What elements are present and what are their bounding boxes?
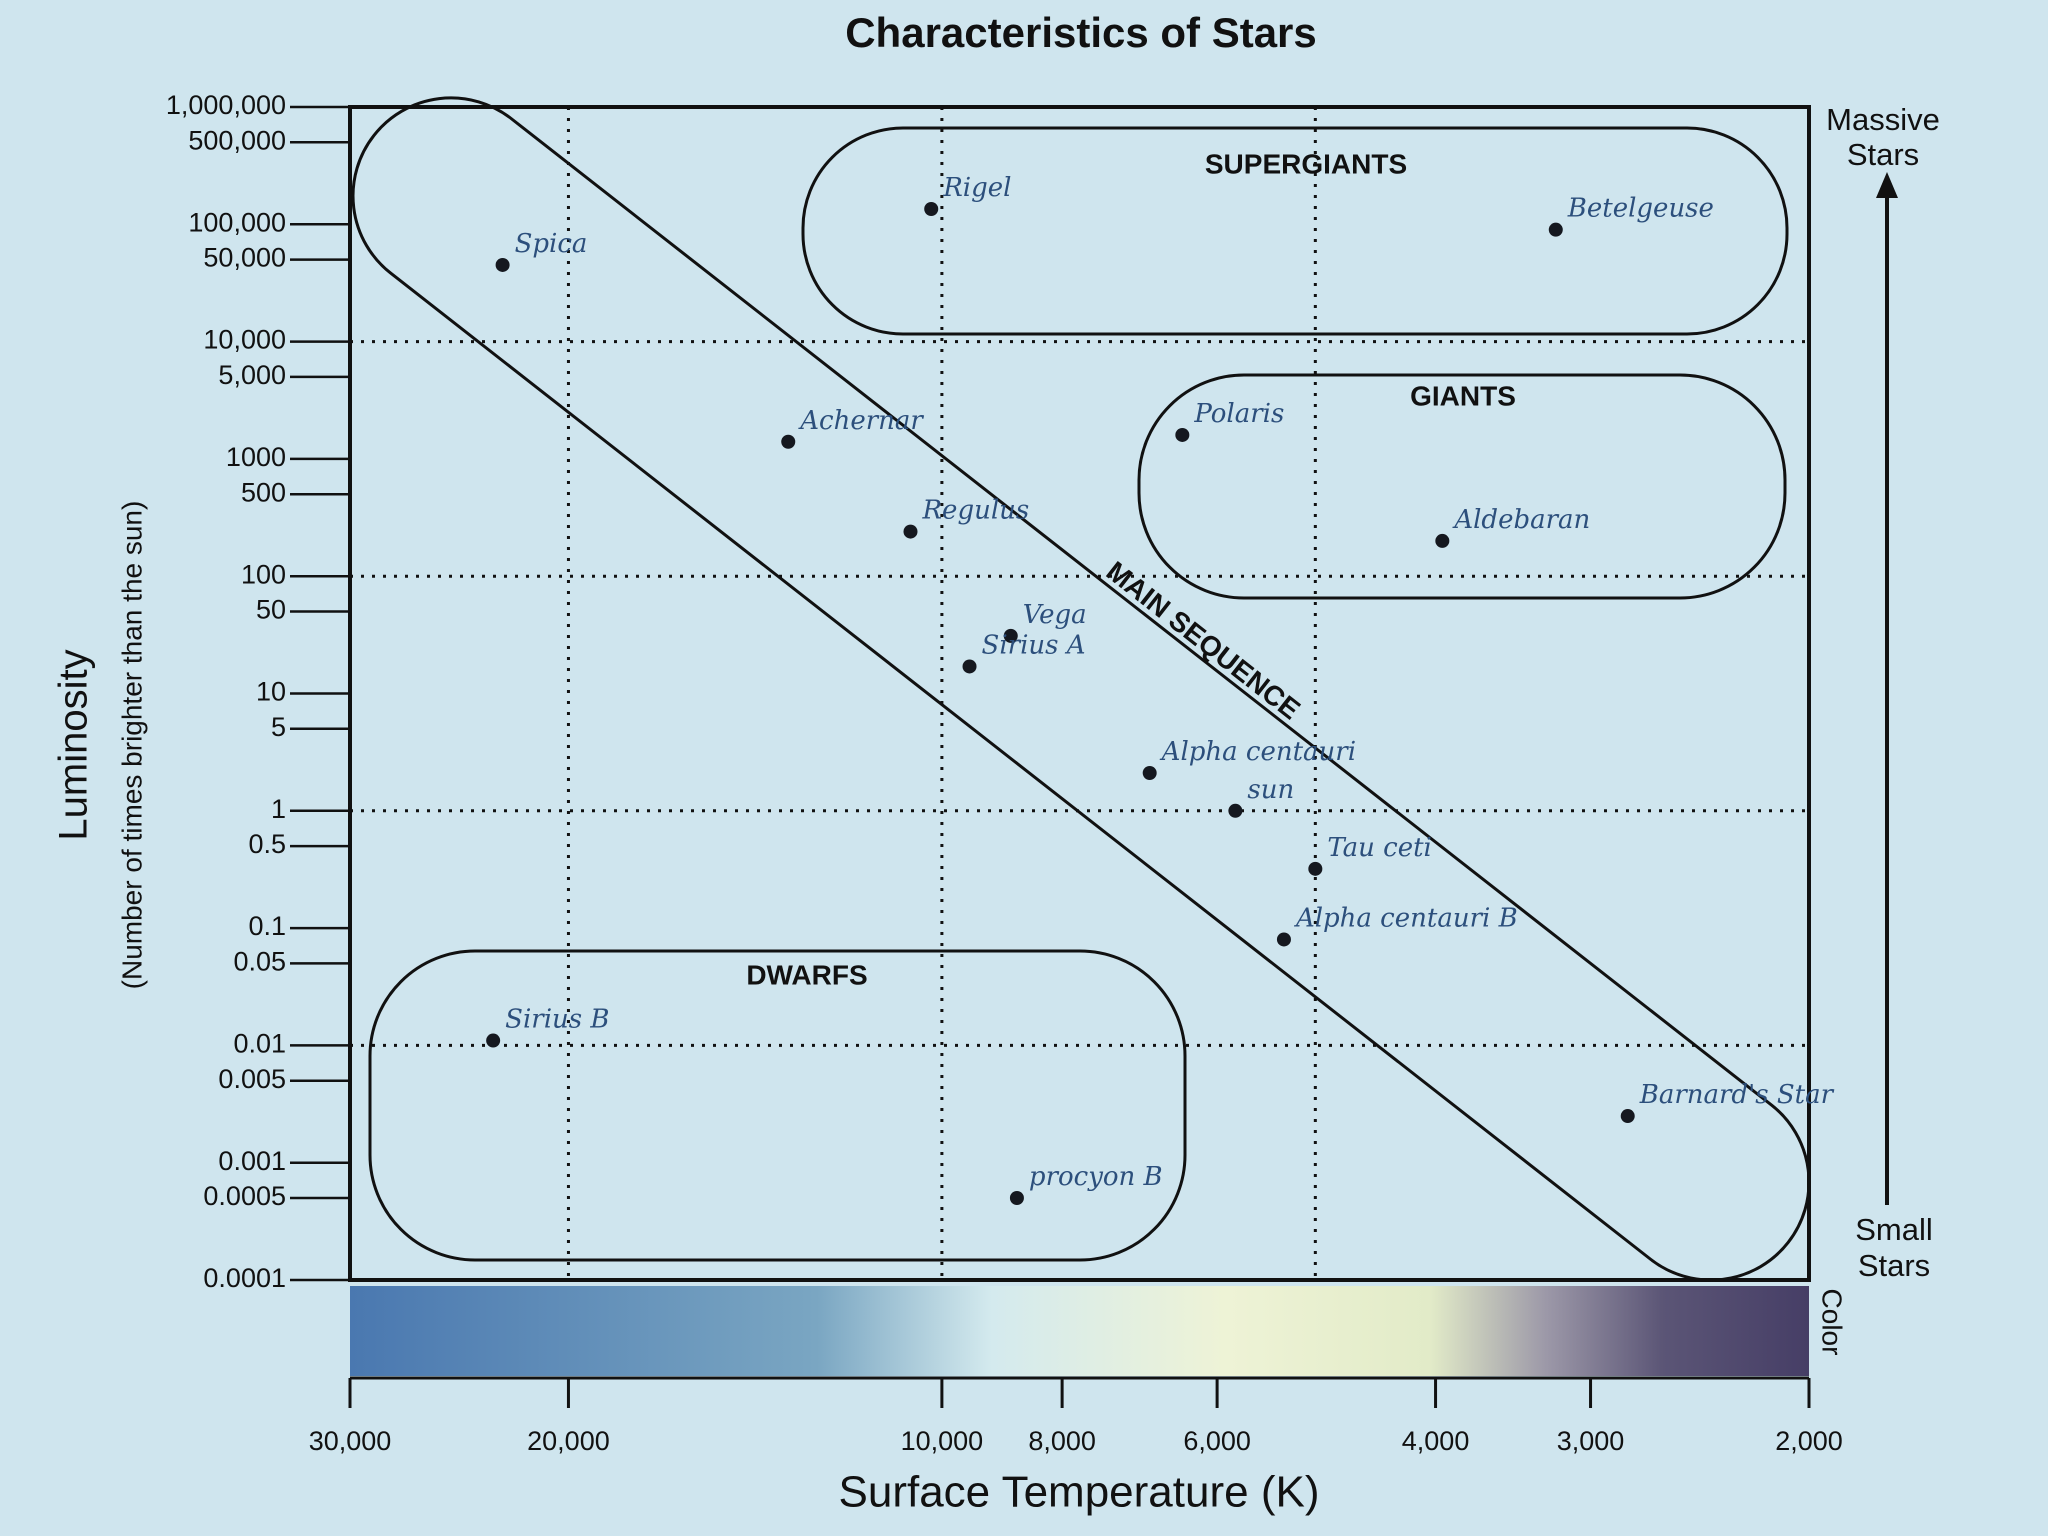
star-point <box>1003 628 1018 643</box>
star-label: Barnard's Star <box>1639 1080 1835 1110</box>
y-tick-label: 10 <box>256 677 286 707</box>
star-label: Achernar <box>798 406 924 436</box>
star-point <box>1009 1191 1024 1206</box>
region-label: GIANTS <box>1410 380 1516 411</box>
plot-frame <box>348 105 1811 1282</box>
x-tick-label: 8,000 <box>1028 1426 1096 1456</box>
star-point <box>486 1033 501 1048</box>
y-tick-label: 1 <box>271 794 286 824</box>
y-tick-label: 500 <box>241 477 286 507</box>
star-point <box>1308 861 1323 876</box>
y-tick-label: 100 <box>241 559 286 589</box>
y-tick-label: 1,000,000 <box>166 90 286 120</box>
region-label: DWARFS <box>746 959 867 990</box>
star-label: Polaris <box>1193 399 1284 429</box>
star-label: Vega <box>1023 600 1087 630</box>
y-tick-label: 10,000 <box>203 325 286 355</box>
side-note: Stars <box>1847 137 1919 172</box>
grid <box>350 107 1809 1280</box>
y-tick-label: 1000 <box>226 442 286 472</box>
star-point <box>903 524 918 539</box>
star-label: Aldebaran <box>1452 505 1590 535</box>
x-tick-label: 30,000 <box>309 1426 392 1456</box>
star-point <box>1548 222 1563 237</box>
side-note: Stars <box>1858 1248 1930 1283</box>
star-point <box>1276 932 1291 947</box>
x-axis-title: Surface Temperature (K) <box>839 1468 1320 1517</box>
chart-title: Characteristics of Stars <box>845 9 1317 56</box>
y-tick-label: 5,000 <box>218 360 286 390</box>
star-point <box>495 257 510 272</box>
x-tick-label: 10,000 <box>901 1426 984 1456</box>
y-tick-label: 0.01 <box>233 1029 286 1059</box>
y-tick-label: 0.0005 <box>203 1181 286 1211</box>
star-label: Rigel <box>942 173 1011 203</box>
region-outline <box>801 126 1789 336</box>
x-tick-label: 6,000 <box>1183 1426 1251 1456</box>
star-point <box>1175 427 1190 442</box>
y-axis-subtitle: (Number of times brighter than the sun) <box>116 501 147 990</box>
star-label: Sirius A <box>982 630 1086 660</box>
star-label: Tau ceti <box>1327 833 1432 863</box>
region-label: SUPERGIANTS <box>1205 148 1407 179</box>
y-tick-label: 0.5 <box>248 829 286 859</box>
star-label: Alpha centauri B <box>1294 903 1518 933</box>
region-outline <box>368 949 1187 1262</box>
star-label: Regulus <box>921 496 1029 526</box>
star-label: sun <box>1247 775 1294 805</box>
star-point <box>924 202 939 217</box>
star-label: Alpha centauri <box>1160 737 1356 767</box>
star-label: Spica <box>515 229 588 259</box>
y-tick-label: 5 <box>271 712 286 742</box>
star-point <box>1435 533 1450 548</box>
y-tick-label: 50,000 <box>203 243 286 273</box>
y-axis-title: Luminosity <box>52 649 96 840</box>
y-tick-label: 50 <box>256 595 286 625</box>
star-label: procyon B <box>1029 1162 1163 1192</box>
region-label: MAIN SEQUENCE <box>1101 555 1306 725</box>
y-tick-label: 500,000 <box>188 125 286 155</box>
color-bar <box>350 1286 1809 1376</box>
y-tick-label: 0.005 <box>218 1064 286 1094</box>
star-point <box>781 434 796 449</box>
y-tick-label: 100,000 <box>188 207 286 237</box>
y-tick-label: 0.001 <box>218 1146 286 1176</box>
color-bar-label: Color <box>1817 1289 1848 1356</box>
y-tick-label: 0.1 <box>248 911 286 941</box>
side-note: Small <box>1855 1212 1933 1247</box>
star-label: Sirius B <box>505 1005 609 1035</box>
x-tick-label: 4,000 <box>1402 1426 1470 1456</box>
star-label: Betelgeuse <box>1567 194 1714 224</box>
region-outline <box>351 96 1811 1282</box>
region-outline <box>1137 373 1787 600</box>
star-point <box>962 659 977 674</box>
y-tick-label: 0.05 <box>233 947 286 977</box>
arrow-head <box>1876 172 1898 198</box>
star-point <box>1142 766 1157 781</box>
side-note: Massive <box>1826 102 1940 137</box>
y-tick-label: 0.0001 <box>203 1263 286 1293</box>
x-tick-label: 2,000 <box>1775 1426 1843 1456</box>
x-tick-label: 3,000 <box>1557 1426 1625 1456</box>
star-point <box>1620 1109 1635 1124</box>
star-point <box>1228 803 1243 818</box>
x-tick-label: 20,000 <box>527 1426 610 1456</box>
